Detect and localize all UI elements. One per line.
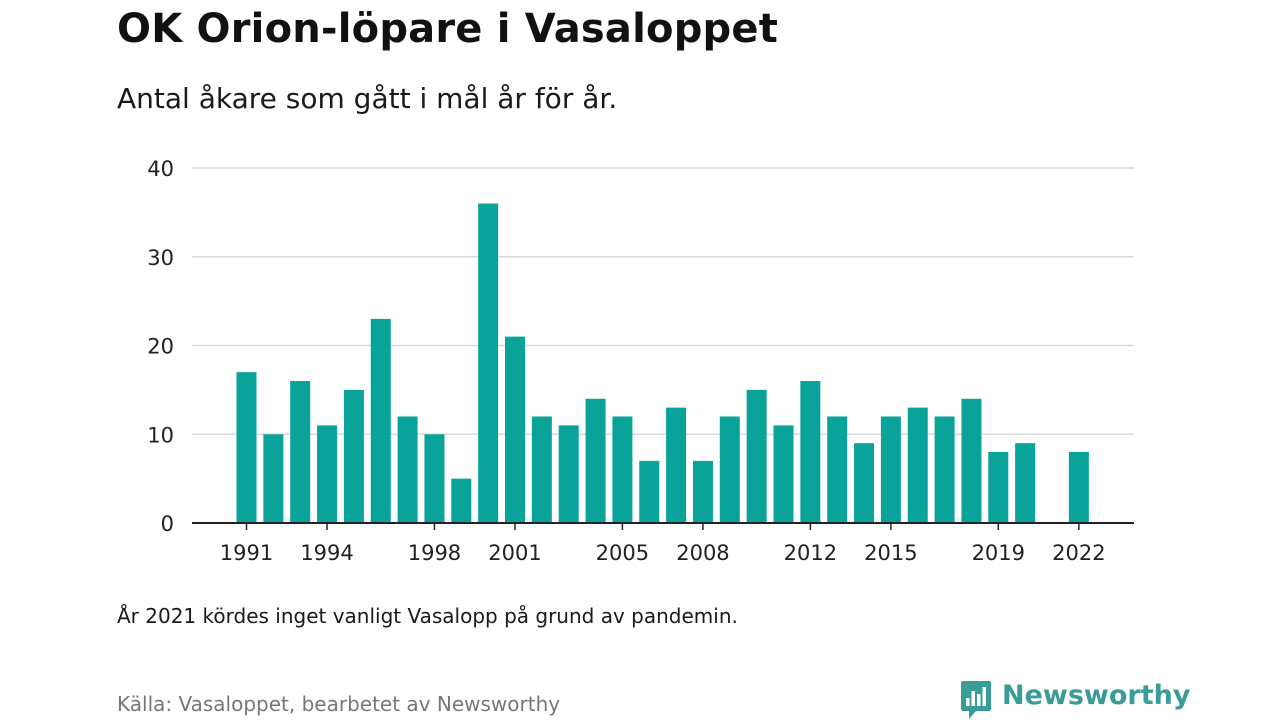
bar-2009 [719,416,740,523]
bar-2017 [934,416,955,523]
bar-2011 [773,425,794,523]
x-tick-label-2012: 2012 [784,541,837,565]
x-tick-label-2005: 2005 [596,541,649,565]
bar-2019 [988,452,1009,523]
bar-2004 [585,398,606,523]
bar-2008 [692,460,713,523]
bar-2006 [639,460,660,523]
bar-1993 [290,381,311,523]
x-tick-label-1994: 1994 [300,541,353,565]
bar-2015 [880,416,901,523]
bar-2013 [827,416,848,523]
bar-2010 [746,389,767,523]
brand-name: Newsworthy [1002,680,1191,711]
y-tick-label-30: 30 [147,246,174,270]
x-tick-label-2019: 2019 [972,541,1025,565]
chart-note: År 2021 kördes inget vanligt Vasalopp på… [117,604,738,628]
bar-2000 [478,203,499,523]
chart-title: OK Orion-löpare i Vasaloppet [117,6,779,52]
y-tick-label-40: 40 [147,157,174,181]
bar-2002 [531,416,552,523]
bar-2012 [800,381,821,523]
bar-2020 [1015,443,1036,523]
x-tick-label-2008: 2008 [676,541,729,565]
bar-1992 [263,434,284,523]
x-tick-label-2015: 2015 [864,541,917,565]
y-tick-label-20: 20 [147,335,174,359]
bar-2003 [558,425,579,523]
bar-1997 [397,416,418,523]
bar-2016 [907,407,928,523]
x-tick-label-2001: 2001 [488,541,541,565]
bar-1994 [317,425,338,523]
x-tick-label-1991: 1991 [220,541,273,565]
bar-chart-speech-bubble-icon [961,681,991,719]
brand-logo: Newsworthy [960,680,1190,720]
y-tick-label-10: 10 [147,423,174,447]
y-tick-label-0: 0 [161,512,174,536]
bar-2005 [612,416,633,523]
bar-2014 [854,443,875,523]
x-tick-label-2022: 2022 [1052,541,1105,565]
bar-2018 [961,398,982,523]
x-tick-label-1998: 1998 [408,541,461,565]
bar-1999 [451,478,472,523]
bar-2001 [505,336,525,523]
bar-1996 [370,318,391,523]
bar-2022 [1068,452,1089,523]
bar-1998 [424,434,445,523]
chart-subtitle: Antal åkare som gått i mål år för år. [117,82,618,115]
source-text: Källa: Vasaloppet, bearbetet av Newswort… [117,692,561,716]
bar-1995 [343,389,364,523]
bar-1991 [236,372,257,523]
bar-2007 [666,407,687,523]
